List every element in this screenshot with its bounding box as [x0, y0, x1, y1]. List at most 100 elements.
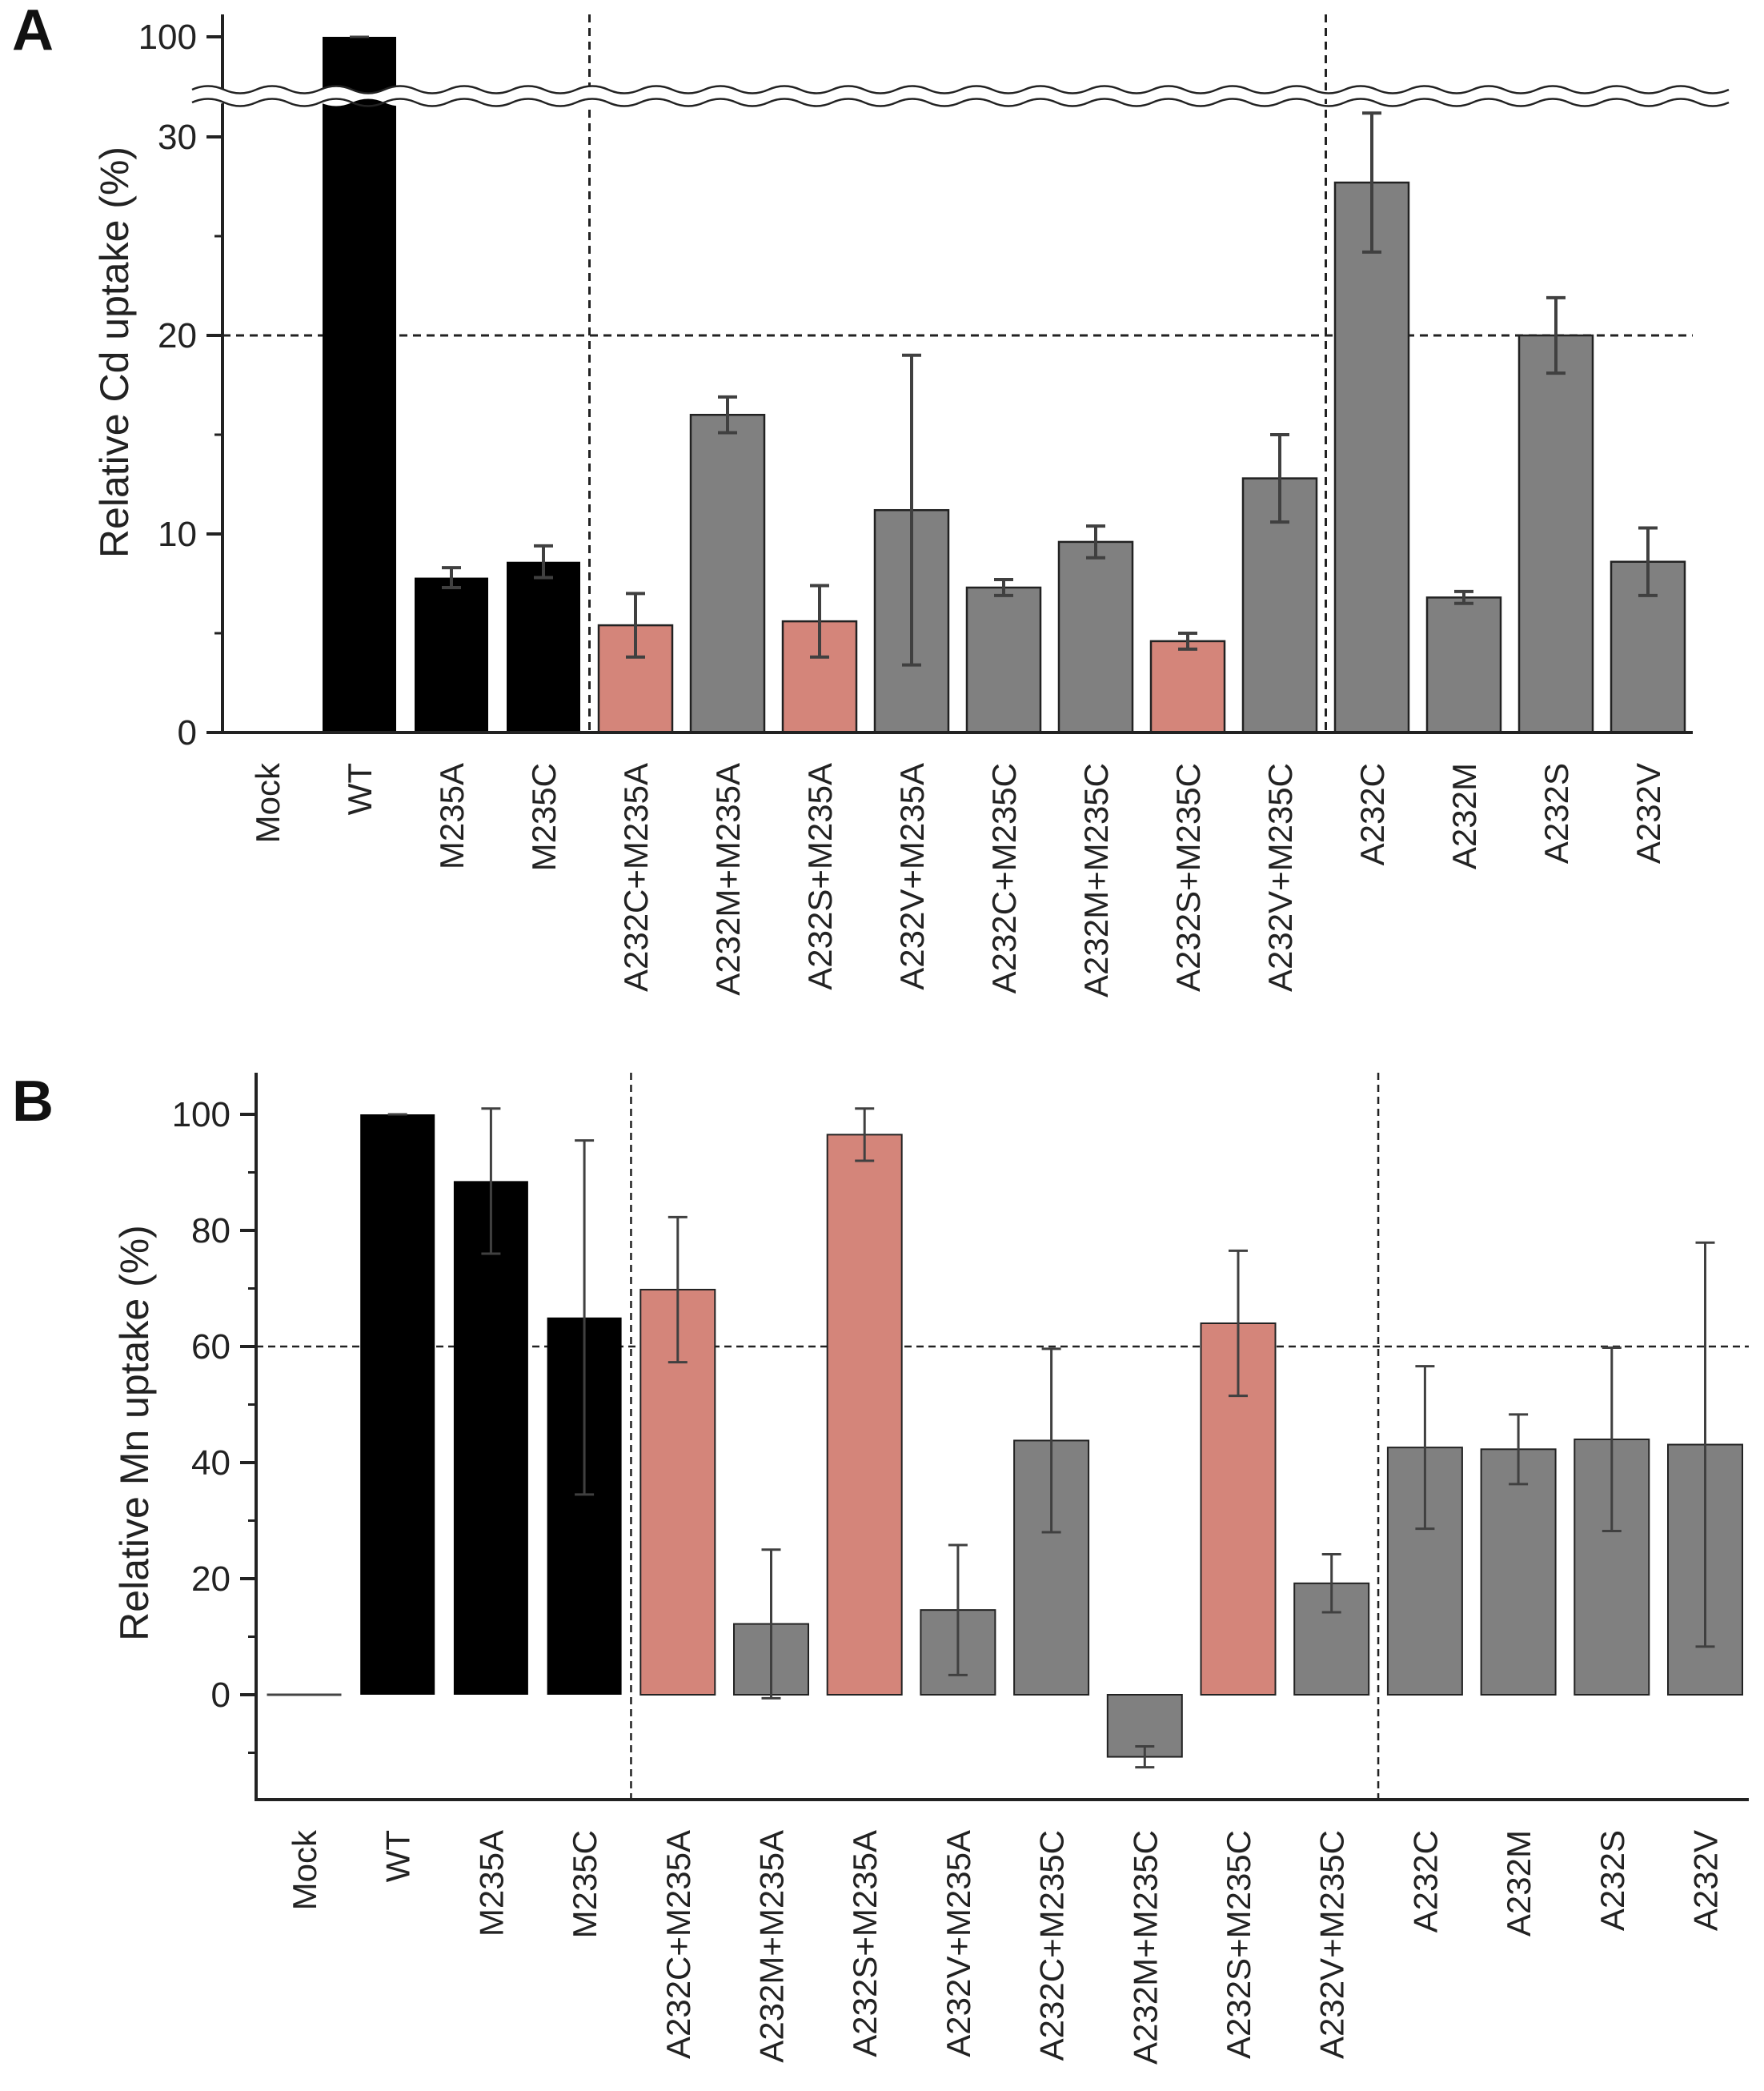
- panel-a-chart: A Relative Cd uptake (%) 0 10 20 30 100 Mock…: [12, 0, 1730, 997]
- error-bar-a-a232c-m235a: [626, 592, 645, 659]
- x-tick-label-b-a232m: A232M: [1500, 1830, 1537, 1936]
- bar-a-a232m-m235a: [689, 413, 766, 734]
- panel-letter-b: B: [12, 1070, 54, 1134]
- panel-a-break-wave-upper: [191, 85, 1730, 94]
- error-bar-b-a232c-m235c: [1041, 1347, 1061, 1534]
- x-tick-label-a-m235a: M235A: [433, 763, 471, 869]
- panel-b-y-ticks: 0 20 40 60 80 100: [172, 1095, 256, 1754]
- panel-a-y-ticks: 0 10 20 30 100: [138, 18, 223, 753]
- error-bar-b-m235c: [575, 1139, 595, 1496]
- panel-b-x-tick-labels: Mock WT M235A M235C A232C+M235A A232M+M235A A2…: [286, 1829, 1725, 2065]
- panel-b-reference-lines: [256, 1073, 1749, 1800]
- x-tick-label-a-a232c-m235a: A232C+M235A: [617, 763, 655, 992]
- panel-a-break-wave-lower: [191, 98, 1730, 107]
- x-tick-label-b-a232v-m235a: A232V+M235A: [940, 1830, 977, 2057]
- bar-a-a232m: [1425, 596, 1502, 734]
- x-tick-label-a-a232v-m235a: A232V+M235A: [893, 763, 931, 990]
- error-bar-b-a232v: [1695, 1241, 1715, 1648]
- bar-a-m235c: [507, 561, 580, 732]
- x-tick-label-b-mock: Mock: [286, 1829, 323, 1910]
- panel-letter-a: A: [12, 0, 54, 62]
- bar-a-a232c-m235a: [597, 624, 674, 734]
- x-tick-label-b-a232s: A232S: [1594, 1830, 1631, 1931]
- bar-b-m235a: [453, 1181, 528, 1695]
- panel-a-axes: [221, 14, 1693, 734]
- bar-a-a232s-m235c: [1149, 640, 1226, 734]
- x-tick-label-b-a232c: A232C: [1406, 1830, 1444, 1932]
- panel-b-y-tick-label-60: 60: [191, 1327, 231, 1367]
- x-tick-label-a-a232m-m235c: A232M+M235C: [1077, 763, 1115, 997]
- error-bar-a-a232v-m235a: [902, 353, 921, 667]
- error-bar-a-m235a: [442, 566, 461, 589]
- bar-a-wt: [323, 37, 396, 732]
- x-tick-label-a-a232v: A232V: [1630, 763, 1667, 864]
- bar-b-a232s-m235a: [826, 1134, 903, 1696]
- error-bar-b-a232m: [1509, 1413, 1529, 1486]
- error-bar-b-a232m-m235a: [761, 1548, 781, 1700]
- panel-a-axis-break: [191, 85, 1730, 107]
- x-tick-label-a-wt: WT: [341, 763, 379, 815]
- error-bar-a-a232s: [1546, 295, 1566, 375]
- error-bar-b-a232m-m235c: [1135, 1745, 1155, 1769]
- x-tick-label-b-a232m-m235a: A232M+M235A: [753, 1830, 791, 2063]
- x-tick-label-b-wt: WT: [379, 1830, 417, 1882]
- error-bar-a-a232c-m235c: [994, 578, 1013, 597]
- error-bar-a-a232m-m235c: [1086, 524, 1105, 560]
- panel-b-y-tick-label-0: 0: [211, 1676, 231, 1715]
- error-bar-b-a232s-m235a: [855, 1107, 875, 1162]
- bar-a-a232c-m235c: [965, 586, 1042, 734]
- error-bar-b-m235a: [481, 1107, 501, 1255]
- panel-a-y-tick-label-100: 100: [138, 18, 197, 57]
- panel-a-error-bars: [350, 35, 1658, 667]
- x-tick-label-b-a232m-m235c: A232M+M235C: [1126, 1830, 1164, 2065]
- error-bar-b-a232s-m235c: [1229, 1249, 1248, 1398]
- error-bar-a-a232s-m235c: [1178, 632, 1197, 651]
- panel-b-bars: [267, 1114, 1743, 1758]
- panel-b-y-tick-label-20: 20: [191, 1559, 231, 1599]
- bar-a-m235a: [415, 577, 488, 732]
- panel-b-chart: B Relative Mn uptake (%) 0 20 40 60 80 100 Mo…: [12, 1070, 1749, 2065]
- error-bar-b-a232c-m235a: [668, 1215, 688, 1364]
- panel-a-y-axis-title: Relative Cd uptake (%): [92, 146, 137, 558]
- bar-b-wt: [360, 1114, 435, 1695]
- panel-b-y-axis-title: Relative Mn uptake (%): [112, 1225, 157, 1641]
- panel-a-y-tick-label-10: 10: [158, 515, 197, 554]
- bar-b-a232m: [1480, 1448, 1557, 1696]
- error-bar-a-a232m: [1454, 589, 1473, 605]
- panel-b-error-bars: [387, 1107, 1715, 1769]
- x-tick-label-b-a232v: A232V: [1687, 1830, 1725, 1931]
- panel-a-y-tick-label-20: 20: [158, 316, 197, 355]
- x-tick-label-b-a232c-m235c: A232C+M235C: [1033, 1830, 1071, 2061]
- x-tick-label-a-a232v-m235c: A232V+M235C: [1261, 763, 1299, 992]
- panel-a-bars: [323, 37, 1686, 734]
- panel-a-x-tick-labels: Mock WT M235A M235C A232C+M235A A232M+M235A A2…: [249, 762, 1667, 997]
- x-tick-label-a-a232c-m235c: A232C+M235C: [985, 763, 1023, 993]
- x-tick-label-a-mock: Mock: [249, 762, 287, 843]
- panel-b-y-tick-label-40: 40: [191, 1443, 231, 1483]
- bar-a-a232c: [1333, 181, 1410, 734]
- x-tick-label-a-a232c: A232C: [1353, 763, 1391, 865]
- x-tick-label-a-a232s-m235a: A232S+M235A: [801, 763, 839, 990]
- x-tick-label-a-m235c: M235C: [525, 763, 563, 871]
- x-tick-label-b-m235a: M235A: [472, 1830, 510, 1936]
- panel-b-y-tick-label-80: 80: [191, 1211, 231, 1250]
- x-tick-label-a-a232s: A232S: [1537, 763, 1575, 864]
- x-tick-label-b-a232s-m235c: A232S+M235C: [1220, 1830, 1257, 2059]
- x-tick-label-a-a232m: A232M: [1445, 763, 1483, 869]
- error-bar-a-a232m-m235a: [718, 395, 737, 435]
- x-tick-label-a-a232s-m235c: A232S+M235C: [1169, 763, 1207, 992]
- error-bar-a-m235c: [534, 544, 553, 580]
- error-bar-b-a232v-m235a: [948, 1543, 968, 1676]
- error-bar-a-a232v-m235c: [1270, 433, 1289, 524]
- panel-b-axes: [255, 1073, 1749, 1801]
- error-bar-b-a232s: [1602, 1346, 1622, 1533]
- panel-a-y-tick-label-0: 0: [178, 713, 197, 753]
- error-bar-a-a232s-m235a: [810, 584, 829, 659]
- error-bar-b-a232c: [1415, 1365, 1435, 1531]
- x-tick-label-b-a232s-m235a: A232S+M235A: [846, 1830, 884, 2057]
- error-bar-a-a232c: [1362, 111, 1381, 254]
- bar-a-a232s: [1517, 334, 1594, 734]
- error-bar-b-a232v-m235c: [1321, 1553, 1341, 1614]
- x-tick-label-b-m235c: M235C: [566, 1830, 603, 1938]
